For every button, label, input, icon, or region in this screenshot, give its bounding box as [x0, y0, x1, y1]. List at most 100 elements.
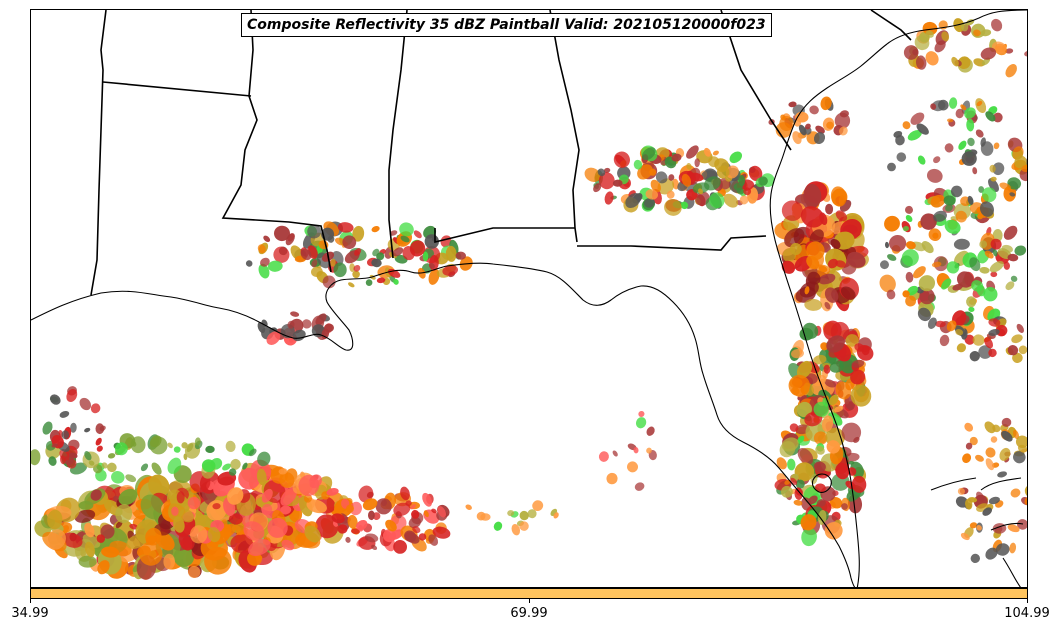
reflectivity-blob: [353, 265, 361, 272]
reflectivity-blob: [958, 140, 967, 150]
reflectivity-blob: [835, 462, 850, 480]
reflectivity-blob: [804, 298, 823, 311]
reflectivity-blob: [409, 240, 426, 257]
reflectivity-blob: [887, 162, 896, 172]
reflectivity-blob: [634, 482, 645, 491]
reflectivity-blob: [598, 172, 615, 190]
reflectivity-blob: [795, 111, 809, 123]
reflectivity-blob: [817, 510, 827, 525]
reflectivity-blob: [938, 20, 948, 30]
reflectivity-blob: [66, 388, 78, 403]
reflectivity-blob: [828, 412, 843, 426]
reflectivity-blob: [979, 201, 995, 217]
reflectivity-blob: [507, 510, 515, 517]
reflectivity-blob: [194, 515, 207, 524]
reflectivity-blob: [982, 507, 992, 516]
reflectivity-blob: [995, 543, 1010, 556]
reflectivity-blob: [972, 167, 978, 175]
reflectivity-blob: [126, 534, 147, 549]
reflectivity-blob: [204, 547, 232, 575]
reflectivity-blob: [527, 509, 537, 519]
reflectivity-blob: [896, 152, 907, 162]
reflectivity-blob: [261, 488, 273, 503]
reflectivity-blob: [79, 397, 92, 411]
reflectivity-blob: [532, 500, 544, 511]
reflectivity-blob: [697, 188, 704, 195]
reflectivity-blob: [988, 496, 1000, 505]
reflectivity-blob: [798, 124, 807, 136]
reflectivity-blob: [1001, 417, 1012, 427]
reflectivity-blob: [1005, 48, 1014, 54]
reflectivity-blob: [303, 494, 313, 503]
reflectivity-blob: [641, 147, 656, 161]
bahamas-coastline: [930, 477, 1024, 587]
reflectivity-blob: [345, 536, 351, 543]
reflectivity-blob: [980, 47, 997, 60]
reflectivity-blob: [347, 514, 358, 529]
reflectivity-blob: [970, 553, 980, 564]
reflectivity-blob: [947, 118, 954, 123]
reflectivity-blob: [681, 173, 692, 187]
reflectivity-blob: [1011, 334, 1023, 344]
reflectivity-blob: [712, 150, 719, 156]
florida-east-coastline: [769, 10, 1027, 587]
reflectivity-blob: [793, 499, 803, 506]
reflectivity-blob: [242, 462, 248, 470]
reflectivity-blob: [835, 210, 848, 222]
reflectivity-blob: [809, 105, 819, 115]
al-fl-border: [434, 227, 575, 244]
reflectivity-blob: [46, 529, 66, 550]
reflectivity-blob: [815, 445, 825, 455]
reflectivity-blob: [725, 165, 739, 179]
reflectivity-blob: [975, 129, 984, 138]
reflectivity-blob: [646, 426, 655, 436]
reflectivity-blob: [412, 526, 421, 534]
reflectivity-blob: [972, 334, 985, 346]
reflectivity-blob: [716, 165, 730, 179]
reflectivity-blob: [990, 18, 1003, 32]
reflectivity-blob: [393, 540, 408, 554]
reflectivity-blob: [835, 260, 846, 268]
reflectivity-blob: [781, 437, 799, 452]
reflectivity-blob: [273, 246, 290, 263]
reflectivity-blob: [183, 453, 188, 461]
reflectivity-blob: [107, 462, 117, 473]
reflectivity-blob: [917, 155, 926, 165]
reflectivity-blob: [423, 510, 429, 518]
reflectivity-paintball-layer: [31, 18, 1027, 580]
colorbar-tick-mark-max: [1027, 599, 1028, 603]
reflectivity-blob: [990, 176, 997, 182]
reflectivity-blob: [84, 541, 95, 558]
reflectivity-blob: [321, 328, 330, 340]
reflectivity-blob: [222, 463, 232, 471]
reflectivity-blob: [965, 498, 973, 510]
reflectivity-blob: [307, 224, 322, 239]
reflectivity-blob: [956, 343, 967, 353]
reflectivity-blob: [743, 187, 752, 196]
reflectivity-blob: [1010, 488, 1021, 498]
reflectivity-blob: [884, 215, 900, 232]
reflectivity-blob: [988, 318, 1001, 327]
reflectivity-blob: [845, 334, 859, 347]
reflectivity-blob: [243, 521, 265, 541]
reflectivity-blob: [921, 241, 934, 254]
reflectivity-blob: [300, 248, 312, 261]
reflectivity-blob: [644, 197, 655, 208]
reflectivity-blob: [333, 262, 347, 278]
reflectivity-blob: [846, 251, 866, 268]
reflectivity-blob: [96, 445, 103, 452]
reflectivity-blob: [708, 156, 720, 168]
reflectivity-blob: [992, 249, 998, 257]
reflectivity-blob: [59, 410, 70, 418]
reflectivity-blob: [90, 403, 101, 414]
ar-la-border: [102, 81, 252, 97]
reflectivity-blob: [943, 195, 956, 206]
reflectivity-blob: [625, 193, 641, 208]
reflectivity-blob: [814, 483, 826, 493]
reflectivity-blob: [964, 334, 975, 345]
reflectivity-blob: [850, 384, 872, 407]
reflectivity-blob: [804, 123, 811, 130]
ga-fl-border: [577, 235, 767, 251]
reflectivity-blob: [808, 495, 818, 505]
reflectivity-blob: [70, 422, 77, 433]
